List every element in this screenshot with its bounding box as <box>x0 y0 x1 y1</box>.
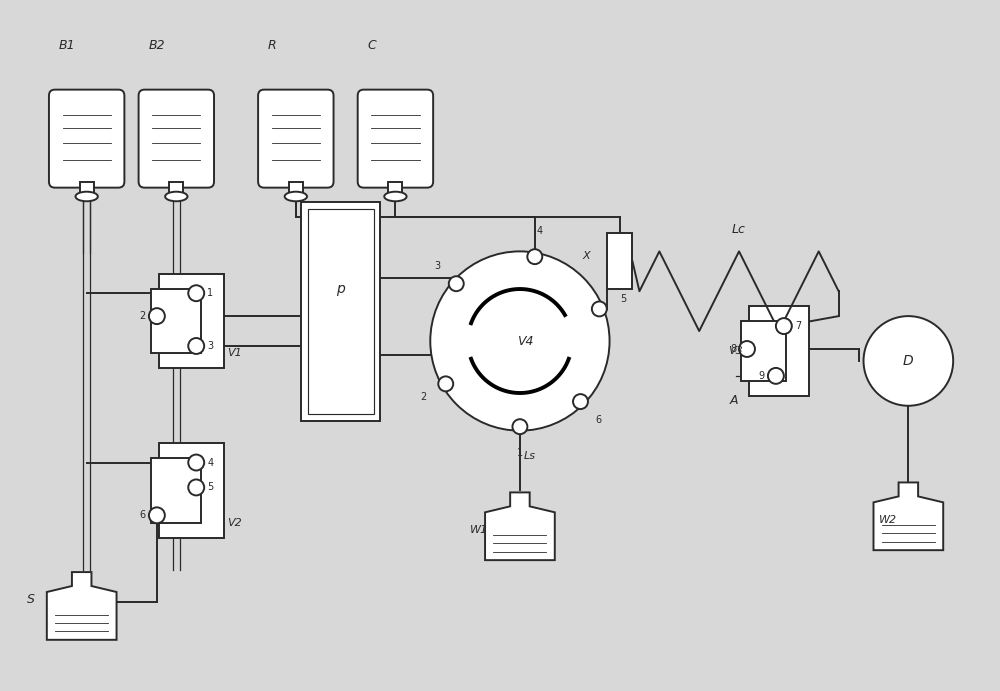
Text: Lc: Lc <box>732 223 746 236</box>
FancyBboxPatch shape <box>49 90 124 188</box>
Text: 6: 6 <box>596 415 602 425</box>
Bar <box>741 321 786 381</box>
Circle shape <box>512 419 527 434</box>
Bar <box>169 182 183 193</box>
Circle shape <box>527 249 542 264</box>
Bar <box>607 234 632 290</box>
Bar <box>159 274 224 368</box>
Text: B2: B2 <box>148 39 165 53</box>
Circle shape <box>768 368 784 384</box>
Text: 7: 7 <box>795 321 801 331</box>
Circle shape <box>188 338 204 354</box>
Text: 5: 5 <box>207 482 213 493</box>
Text: 5: 5 <box>620 294 626 304</box>
Text: V4: V4 <box>517 334 533 348</box>
Text: W1: W1 <box>470 525 488 536</box>
Circle shape <box>592 301 607 316</box>
Text: p: p <box>336 282 345 296</box>
FancyBboxPatch shape <box>139 90 214 188</box>
Bar <box>308 209 374 414</box>
Text: 3: 3 <box>434 261 440 272</box>
Bar <box>151 458 201 523</box>
Text: 1: 1 <box>517 448 523 457</box>
Circle shape <box>573 394 588 409</box>
Text: 1: 1 <box>207 288 213 299</box>
Text: V1: V1 <box>228 348 242 359</box>
Ellipse shape <box>384 191 407 201</box>
Ellipse shape <box>285 191 307 201</box>
Polygon shape <box>873 482 943 550</box>
Text: V2: V2 <box>228 518 242 528</box>
Bar <box>159 443 224 538</box>
Circle shape <box>430 252 610 430</box>
Circle shape <box>149 507 165 523</box>
Text: D: D <box>903 354 914 368</box>
Text: 2: 2 <box>420 392 426 401</box>
Text: B1: B1 <box>59 39 75 53</box>
Text: 9: 9 <box>759 371 765 381</box>
Text: R: R <box>268 39 277 53</box>
Bar <box>151 289 201 354</box>
Circle shape <box>739 341 755 357</box>
Circle shape <box>449 276 464 291</box>
Circle shape <box>188 285 204 301</box>
Polygon shape <box>47 572 117 640</box>
Bar <box>289 182 303 193</box>
FancyBboxPatch shape <box>258 90 334 188</box>
Text: C: C <box>368 39 376 53</box>
Circle shape <box>188 480 204 495</box>
Circle shape <box>776 318 792 334</box>
Ellipse shape <box>165 191 187 201</box>
Text: 6: 6 <box>140 511 146 520</box>
Circle shape <box>864 316 953 406</box>
Text: 4: 4 <box>207 457 213 468</box>
Bar <box>80 182 94 193</box>
Text: 2: 2 <box>140 311 146 321</box>
Text: S: S <box>27 594 35 607</box>
Circle shape <box>188 455 204 471</box>
Bar <box>388 182 402 193</box>
Polygon shape <box>485 493 555 560</box>
Text: A: A <box>730 395 738 407</box>
Circle shape <box>149 308 165 324</box>
Text: W2: W2 <box>878 515 897 525</box>
Text: Ls: Ls <box>524 451 536 461</box>
Ellipse shape <box>75 191 98 201</box>
Text: V3: V3 <box>728 346 743 356</box>
Bar <box>749 306 809 396</box>
FancyBboxPatch shape <box>358 90 433 188</box>
Text: 8: 8 <box>730 344 736 354</box>
Bar <box>301 202 380 421</box>
Circle shape <box>438 377 453 391</box>
Text: X: X <box>582 252 590 261</box>
Text: 3: 3 <box>207 341 213 351</box>
Text: 4: 4 <box>536 226 542 236</box>
